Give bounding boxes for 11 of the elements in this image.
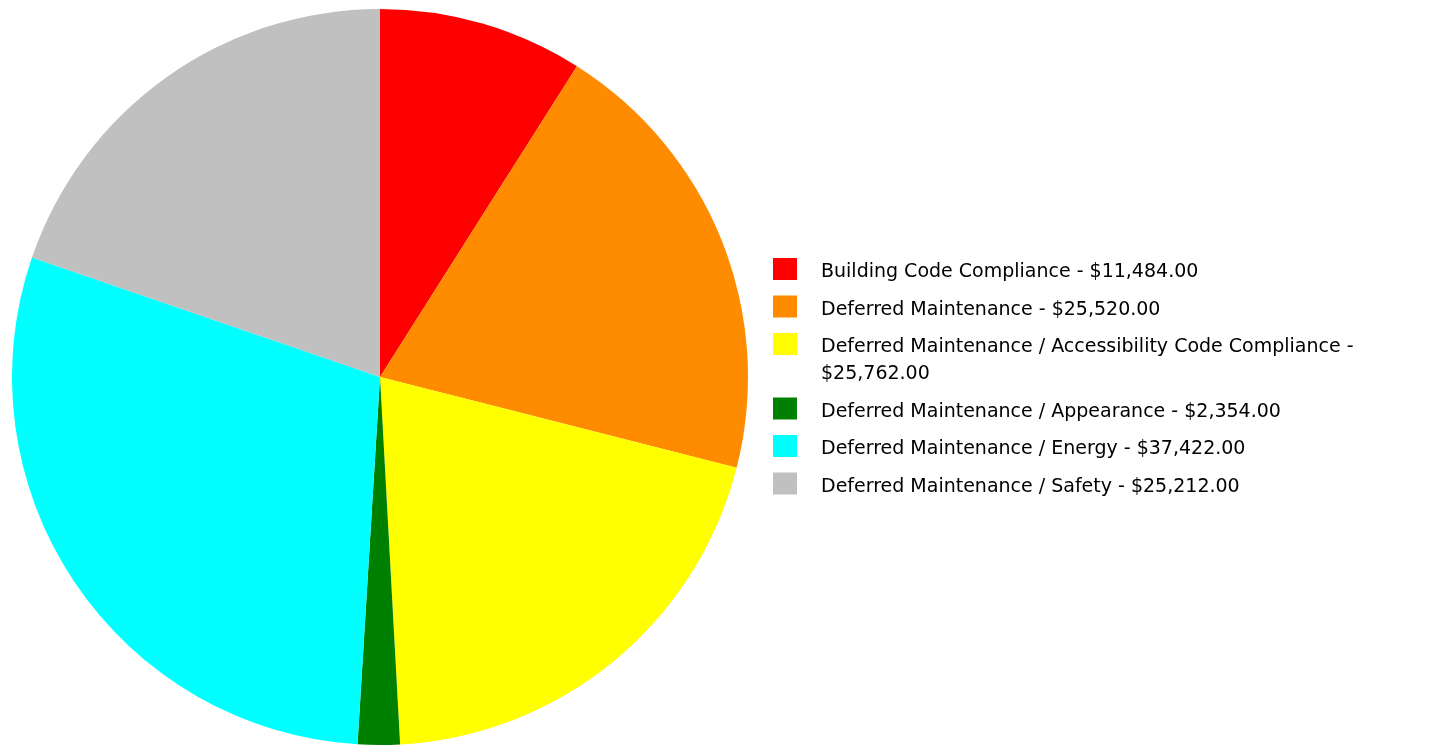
pie-slice <box>12 257 380 745</box>
pie-slice <box>380 9 577 377</box>
legend-label: Deferred Maintenance / Safety - $25,212.00 <box>821 473 1240 496</box>
pie-slice <box>380 66 748 468</box>
pie-slice <box>380 377 737 745</box>
legend-label: Deferred Maintenance / Appearance - $2,354.00 <box>821 398 1281 421</box>
pie-slice <box>31 9 380 377</box>
legend-label: Deferred Maintenance / Energy - $37,422.00 <box>821 436 1246 458</box>
legend-label: Building Code Compliance - $11,484.00 <box>821 259 1199 281</box>
legend-label: Deferred Maintenance / Accessibility Code Compliance - $25,762.00 <box>821 334 1354 383</box>
legend-label: Deferred Maintenance - $25,520.00 <box>821 296 1161 319</box>
